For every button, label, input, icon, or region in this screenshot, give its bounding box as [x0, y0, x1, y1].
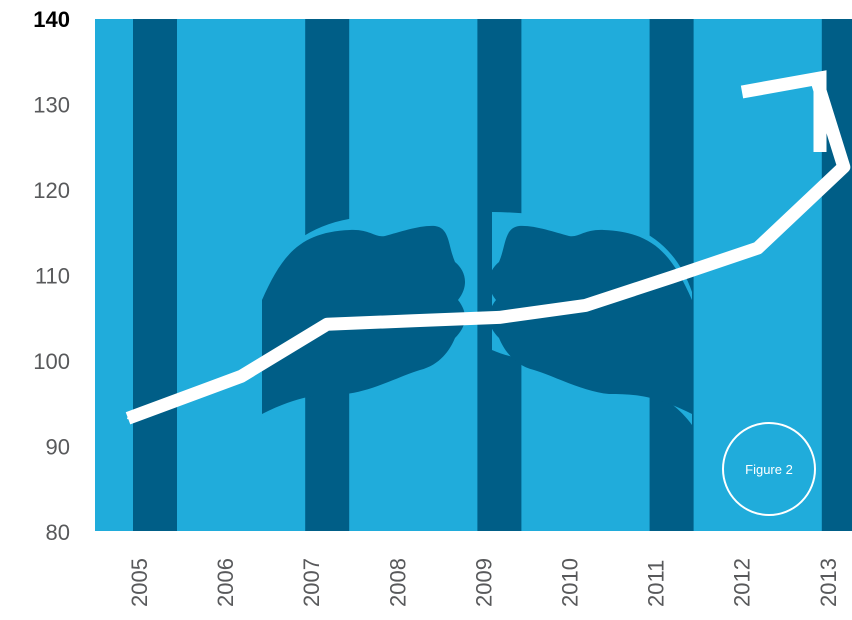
arrow-layer	[740, 70, 827, 152]
data-point-2009	[498, 316, 501, 319]
data-point-2005	[127, 417, 129, 420]
y-tick-label: 90	[46, 435, 70, 460]
data-point-2012	[756, 247, 759, 250]
x-tick-label: 2009	[471, 558, 496, 607]
x-tick-label: 2005	[127, 558, 152, 607]
y-tick-label: 120	[33, 178, 70, 203]
y-tick-label: 80	[46, 520, 70, 545]
x-tick-label: 2011	[644, 560, 669, 607]
y-tick-label: 130	[33, 93, 70, 118]
right-fist	[488, 225, 692, 414]
data-point-2008	[412, 319, 415, 322]
data-point-2006	[240, 375, 243, 378]
data-point-2010	[584, 304, 587, 307]
y-tick-label: 140	[33, 7, 70, 32]
figure-badge: Figure 2	[722, 422, 816, 516]
x-tick-label: 2007	[299, 558, 324, 607]
x-tick-label: 2010	[558, 558, 583, 607]
figure-badge-circle	[722, 422, 816, 516]
series-line	[125, 72, 851, 425]
y-axis-ticks: 80 90 100 110 120 130 140	[33, 7, 70, 545]
data-point-2007	[326, 323, 329, 326]
data-point-2011	[670, 276, 673, 279]
x-tick-label: 2013	[816, 558, 841, 607]
figure-badge-label: Figure 2	[745, 462, 793, 477]
fists-illustration	[262, 212, 692, 425]
plot-background	[95, 19, 852, 531]
x-tick-label: 2006	[213, 558, 238, 607]
arrow-head	[740, 70, 827, 152]
y-tick-label: 110	[35, 264, 70, 289]
dark-stripe	[133, 19, 177, 531]
x-axis-ticks: 2005200620072008200920102011201220132014	[127, 558, 841, 607]
x-tick-label: 2012	[730, 558, 755, 607]
y-tick-label: 100	[33, 349, 70, 374]
data-point-2013	[842, 165, 845, 168]
x-tick-label: 2008	[385, 558, 410, 607]
